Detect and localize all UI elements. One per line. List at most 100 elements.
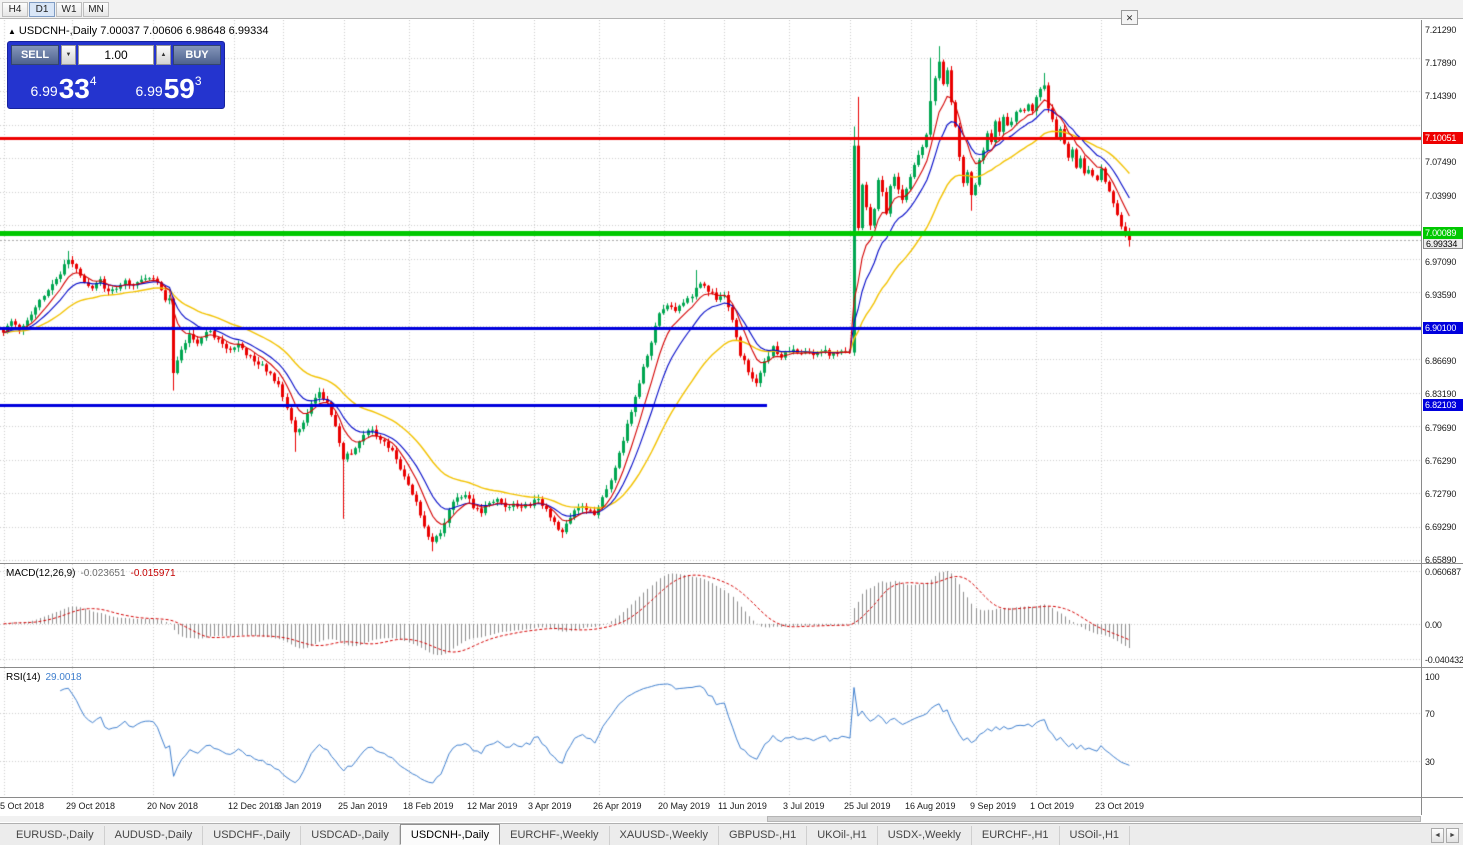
blue-level-label-1: 6.90100 — [1423, 322, 1463, 335]
bid-price-label: 6.99334 — [1423, 237, 1463, 250]
macd-axis-label: 0.00 — [1425, 619, 1442, 630]
date-axis-label: 3 Apr 2019 — [528, 801, 572, 811]
date-axis-label: 16 Aug 2019 — [905, 801, 956, 811]
macd-main-value: -0.023651 — [80, 568, 126, 579]
price-axis-label: 6.69290 — [1425, 522, 1457, 533]
chart-symbol-label: USDCNH-,Daily — [18, 25, 98, 37]
price-axis[interactable]: 6.65890 6.69290 6.72790 6.76290 6.79690 6.831… — [1421, 20, 1463, 815]
chart-tab-eurusd[interactable]: EURUSD-,Daily — [6, 826, 105, 845]
blue-level-label-2: 6.82103 — [1423, 398, 1463, 411]
date-axis-label: 29 Oct 2018 — [66, 801, 116, 811]
date-axis-label: 26 Apr 2019 — [593, 801, 642, 811]
chart-tab-xauusd[interactable]: XAUUSD-,Weekly — [610, 826, 719, 845]
chart-tab-eurchf[interactable]: EURCHF-,Weekly — [500, 826, 610, 845]
price-axis-label: 6.65890 — [1425, 555, 1457, 565]
chart-tab-usdcad[interactable]: USDCAD-,Daily — [301, 826, 400, 845]
rsi-name: RSI(14) — [6, 672, 41, 683]
spinner-up-icon: ▲ — [160, 52, 167, 58]
date-axis-label: 25 Jan 2019 — [338, 801, 388, 811]
price-axis-label: 6.72790 — [1425, 488, 1457, 499]
buy-price-prefix: 6.99 — [135, 83, 163, 99]
macd-signal-value: -0.015971 — [130, 568, 176, 579]
rsi-axis-label: 70 — [1425, 708, 1435, 719]
date-axis-label: 5 Oct 2018 — [0, 801, 45, 811]
chart-tab-usoil[interactable]: USOil-,H1 — [1060, 826, 1131, 845]
chart-tab-usdchf[interactable]: USDCHF-,Daily — [203, 826, 302, 845]
date-axis-label: 9 Sep 2019 — [970, 801, 1017, 811]
rsi-value: 29.0018 — [45, 672, 82, 683]
date-axis-label: 12 Dec 2018 — [228, 801, 280, 811]
volume-decrease-button[interactable]: ▼ — [61, 45, 76, 65]
resistance-level-label: 7.10051 — [1423, 131, 1463, 144]
rsi-indicator-label: RSI(14) 29.0018 — [6, 672, 82, 683]
support-level-label: 7.00089 — [1423, 226, 1463, 239]
date-axis-label: 11 Jun 2019 — [718, 801, 767, 811]
scrollbar-thumb[interactable] — [767, 816, 1421, 822]
close-icon[interactable]: ✕ — [1121, 10, 1138, 25]
main-chart-canvas[interactable] — [0, 20, 1421, 563]
timeframe-button-mn[interactable]: MN — [83, 1, 109, 17]
pane-separator[interactable] — [0, 667, 1463, 668]
date-axis-label: 3 Jan 2019 — [277, 801, 322, 811]
chart-ohlc-values: 7.00037 7.00606 6.98648 6.99334 — [100, 25, 269, 37]
price-axis-label: 6.79690 — [1425, 422, 1457, 433]
timeframe-button-d1[interactable]: D1 — [29, 1, 55, 17]
date-axis-label: 12 Mar 2019 — [467, 801, 518, 811]
price-axis-label: 6.93590 — [1425, 290, 1457, 300]
buy-price-sup: 3 — [194, 74, 202, 88]
sell-price-sup: 4 — [89, 74, 97, 88]
price-axis-label: 7.03990 — [1425, 190, 1457, 201]
horizontal-scrollbar[interactable] — [0, 816, 1421, 822]
price-axis-label: 7.07490 — [1425, 157, 1457, 168]
sell-price-display[interactable]: 6.99 33 4 — [11, 65, 116, 105]
date-axis-label: 18 Feb 2019 — [403, 801, 454, 811]
macd-axis-label: 0.060687 — [1425, 567, 1461, 577]
macd-axis-label: -0.040432 — [1425, 655, 1463, 665]
price-axis-label: 6.83190 — [1425, 389, 1457, 400]
timeframe-toolbar: H4 D1 W1 MN — [0, 0, 1463, 19]
chart-tab-bar: EURUSD-,Daily AUDUSD-,Daily USDCHF-,Daily U… — [0, 823, 1463, 845]
chart-tab-audusd[interactable]: AUDUSD-,Daily — [105, 826, 204, 845]
chart-tab-usdx[interactable]: USDX-,Weekly — [878, 826, 972, 845]
buy-price-big: 59 — [163, 73, 195, 105]
sell-price-prefix: 6.99 — [30, 83, 58, 99]
date-axis-label: 20 May 2019 — [658, 801, 711, 811]
scroll-right-icon[interactable]: ► — [1446, 828, 1459, 843]
price-axis-label: 7.14390 — [1425, 91, 1457, 101]
chart-tab-usdcnh[interactable]: USDCNH-,Daily — [399, 824, 501, 845]
price-axis-label: 7.21290 — [1425, 25, 1457, 35]
price-axis-label: 7.17890 — [1425, 57, 1457, 68]
date-axis-label: 25 Jul 2019 — [844, 801, 891, 811]
chart-tab-gbpusd[interactable]: GBPUSD-,H1 — [719, 826, 808, 845]
price-axis-label: 6.97090 — [1425, 256, 1457, 267]
price-axis-label: 6.76290 — [1425, 455, 1457, 466]
chart-tab-eurchf[interactable]: EURCHF-,H1 — [972, 826, 1060, 845]
buy-button[interactable]: BUY — [173, 45, 221, 65]
sell-price-big: 33 — [58, 73, 90, 105]
tab-scroll-controls: ◄ ► — [1431, 828, 1463, 845]
timeframe-button-w1[interactable]: W1 — [56, 1, 82, 17]
chart-title: ▲ USDCNH-,Daily 7.00037 7.00606 6.98648 6… — [8, 25, 268, 37]
pane-separator[interactable] — [0, 563, 1463, 564]
chart-tab-ukoil[interactable]: UKOil-,H1 — [807, 826, 878, 845]
date-axis[interactable]: 5 Oct 2018 29 Oct 2018 20 Nov 2018 12 Dec 2… — [0, 798, 1421, 814]
rsi-axis-label: 100 — [1425, 672, 1440, 682]
date-axis-label: 3 Jul 2019 — [783, 801, 825, 811]
macd-name: MACD(12,26,9) — [6, 568, 76, 579]
rsi-axis-label: 30 — [1425, 757, 1435, 768]
buy-price-display[interactable]: 6.99 59 3 — [116, 65, 221, 105]
date-axis-label: 23 Oct 2019 — [1095, 801, 1145, 811]
rsi-indicator-canvas[interactable] — [0, 668, 1421, 797]
volume-increase-button[interactable]: ▲ — [156, 45, 171, 65]
spinner-down-icon: ▼ — [65, 52, 72, 58]
date-axis-label: 20 Nov 2018 — [147, 801, 199, 811]
date-axis-label: 1 Oct 2019 — [1030, 801, 1075, 811]
pane-separator — [0, 797, 1463, 798]
sell-button[interactable]: SELL — [11, 45, 59, 65]
scroll-left-icon[interactable]: ◄ — [1431, 828, 1444, 843]
price-axis-label: 6.86690 — [1425, 356, 1457, 366]
macd-indicator-canvas[interactable] — [0, 564, 1421, 667]
volume-input[interactable] — [78, 45, 154, 65]
timeframe-button-h4[interactable]: H4 — [2, 1, 28, 17]
